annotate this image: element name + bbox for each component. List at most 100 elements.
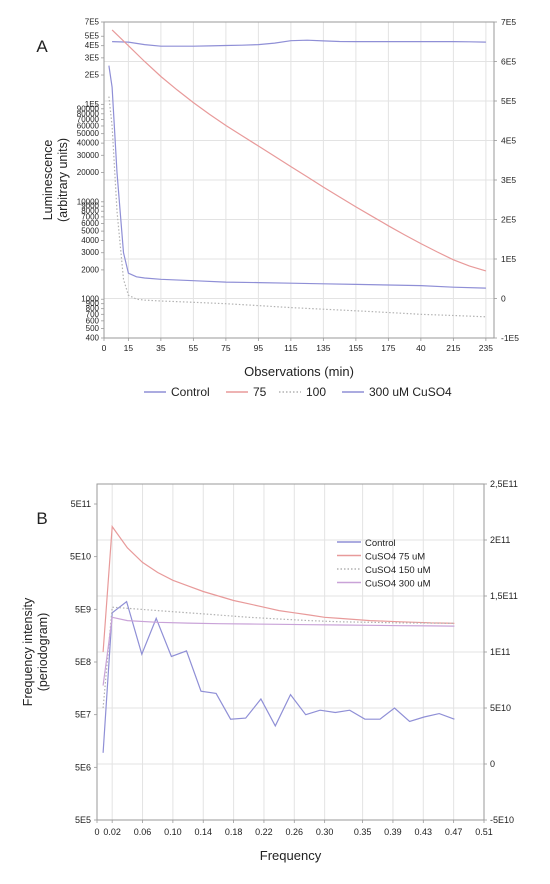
legend-label: CuSO4 75 uM (365, 552, 425, 563)
y-right-tick-label: -5E10 (490, 815, 514, 825)
y-left-tick-label: 4E5 (85, 41, 100, 50)
y-axis-label-line: (arbitrary units) (56, 138, 70, 222)
legend-label: 100 (306, 385, 326, 399)
y-right-tick-label: 3E5 (501, 175, 516, 185)
y-axis-label-line: Luminescence (41, 140, 55, 221)
y-left-tick-label: 5000 (81, 227, 99, 236)
x-tick-label: 0.02 (103, 827, 121, 837)
y-left-tick-label: 5E8 (75, 657, 91, 667)
y-right-tick-label: -1E5 (501, 333, 519, 343)
x-tick-label: 95 (254, 343, 264, 353)
y-left-tick-label: 50000 (77, 129, 100, 138)
y-right-tick-label: 1E5 (501, 254, 516, 264)
y-left-tick-label: 2000 (81, 265, 99, 274)
y-left-tick-label: 600 (86, 316, 100, 325)
y-left-tick-label: 2E5 (85, 71, 100, 80)
x-tick-label: 35 (156, 343, 166, 353)
y-left-tick-label: 90000 (77, 104, 100, 113)
y-right-tick-label: 2E11 (490, 535, 510, 545)
x-tick-label: 40 (416, 343, 426, 353)
y-left-tick-label: 5E7 (75, 710, 91, 720)
y-left-tick-label: 10000 (77, 197, 100, 206)
y-axis-label-line: (periodogram) (36, 613, 50, 692)
x-tick-label: 175 (381, 343, 395, 353)
y-left-tick-label: 7E5 (85, 18, 100, 27)
y-left-tick-label: 5E6 (75, 762, 91, 772)
series-line-300-um-cuso4 (108, 65, 486, 289)
y-left-tick-label: 1000 (81, 295, 99, 304)
y-left-tick-label: 40000 (77, 139, 100, 148)
x-tick-label: 215 (446, 343, 460, 353)
y-right-tick-label: 2E5 (501, 215, 516, 225)
y-left-tick-label: 800 (86, 304, 100, 313)
y-right-tick-label: 1E11 (490, 647, 510, 657)
x-tick-label: 15 (124, 343, 134, 353)
series-line-100 (108, 96, 486, 318)
y-left-tick-label: 3E5 (85, 53, 100, 62)
series-line-cuso4-150-um (102, 606, 455, 709)
x-tick-label: 0.26 (286, 827, 304, 837)
y-left-tick-label: 5E10 (70, 552, 91, 562)
x-tick-label: 0.18 (225, 827, 243, 837)
series-line-75 (111, 29, 487, 272)
legend-label: Control (171, 385, 210, 399)
y-left-tick-label: 20000 (77, 168, 100, 177)
y-left-tick-label: 400 (86, 334, 100, 343)
y-axis-label-line: Frequency intensity (21, 597, 35, 706)
y-left-tick-label: 5E11 (71, 499, 91, 509)
y-left-tick-label: 6000 (81, 219, 99, 228)
y-left-tick-label: 1E5 (85, 100, 100, 109)
y-left-tick-label: 9000 (81, 202, 99, 211)
series-line-cuso4-300-um (102, 616, 455, 686)
x-tick-label: 0.35 (354, 827, 372, 837)
y-left-tick-label: 30000 (77, 151, 100, 160)
y-left-tick-label: 60000 (77, 121, 100, 130)
x-tick-label: 135 (316, 343, 330, 353)
x-tick-label: 0 (94, 827, 99, 837)
y-left-tick-label: 80000 (77, 109, 100, 118)
chart-b: 5E11 5E10 5E9 5E8 5E7 5E6 5E5 2,5E11 2E11 1,5E11 1… (21, 479, 518, 863)
y-right-tick-label: 1,5E11 (490, 591, 518, 601)
y-right-tick-label: 4E5 (501, 136, 516, 146)
y-left-tick-label: 900 (86, 299, 100, 308)
y-right-tick-label: 5E5 (501, 96, 516, 106)
y-left-tick-label: 3000 (81, 248, 99, 257)
panel-letter: A (36, 37, 48, 56)
x-tick-label: 235 (479, 343, 493, 353)
y-right-tick-label: 6E5 (501, 57, 516, 67)
y-axis-label: Frequency intensity(periodogram) (21, 597, 50, 706)
x-tick-label: 0.39 (384, 827, 402, 837)
legend-label: 300 uM CuSO4 (369, 385, 452, 399)
x-tick-label: 0.22 (255, 827, 273, 837)
chart-a: 7E55E54E53E52E51E59000080000700006000050… (36, 17, 519, 399)
panel-letter: B (36, 509, 47, 528)
y-right-tick-label: 0 (490, 759, 495, 769)
x-tick-label: 115 (284, 343, 298, 353)
series-line-control (102, 600, 455, 753)
y-left-tick-label: 5E5 (75, 815, 91, 825)
series-line-control (112, 39, 486, 47)
x-tick-label: 0.43 (415, 827, 433, 837)
y-left-tick-label: 5E5 (85, 32, 100, 41)
x-tick-label: 75 (221, 343, 231, 353)
y-left-tick-label: 4000 (81, 236, 99, 245)
x-tick-label: 0 (102, 343, 107, 353)
legend-label: 75 (253, 385, 267, 399)
x-axis-label: Observations (min) (244, 364, 354, 379)
x-tick-label: 0.06 (134, 827, 152, 837)
x-axis-label: Frequency (260, 848, 322, 863)
legend-label: CuSO4 300 uM (365, 579, 431, 590)
x-tick-label: 0.30 (316, 827, 334, 837)
y-right-tick-label: 0 (501, 294, 506, 304)
x-tick-label: 55 (189, 343, 199, 353)
x-tick-label: 155 (349, 343, 363, 353)
x-tick-label: 0.51 (475, 827, 493, 837)
y-right-tick-label: 2,5E11 (490, 479, 518, 489)
x-tick-label: 0.14 (194, 827, 212, 837)
y-left-tick-label: 7000 (81, 212, 99, 221)
y-right-tick-label: 5E10 (490, 703, 511, 713)
legend-label: CuSO4 150 uM (365, 565, 431, 576)
x-tick-label: 0.47 (445, 827, 463, 837)
y-left-tick-label: 5E9 (75, 604, 91, 614)
